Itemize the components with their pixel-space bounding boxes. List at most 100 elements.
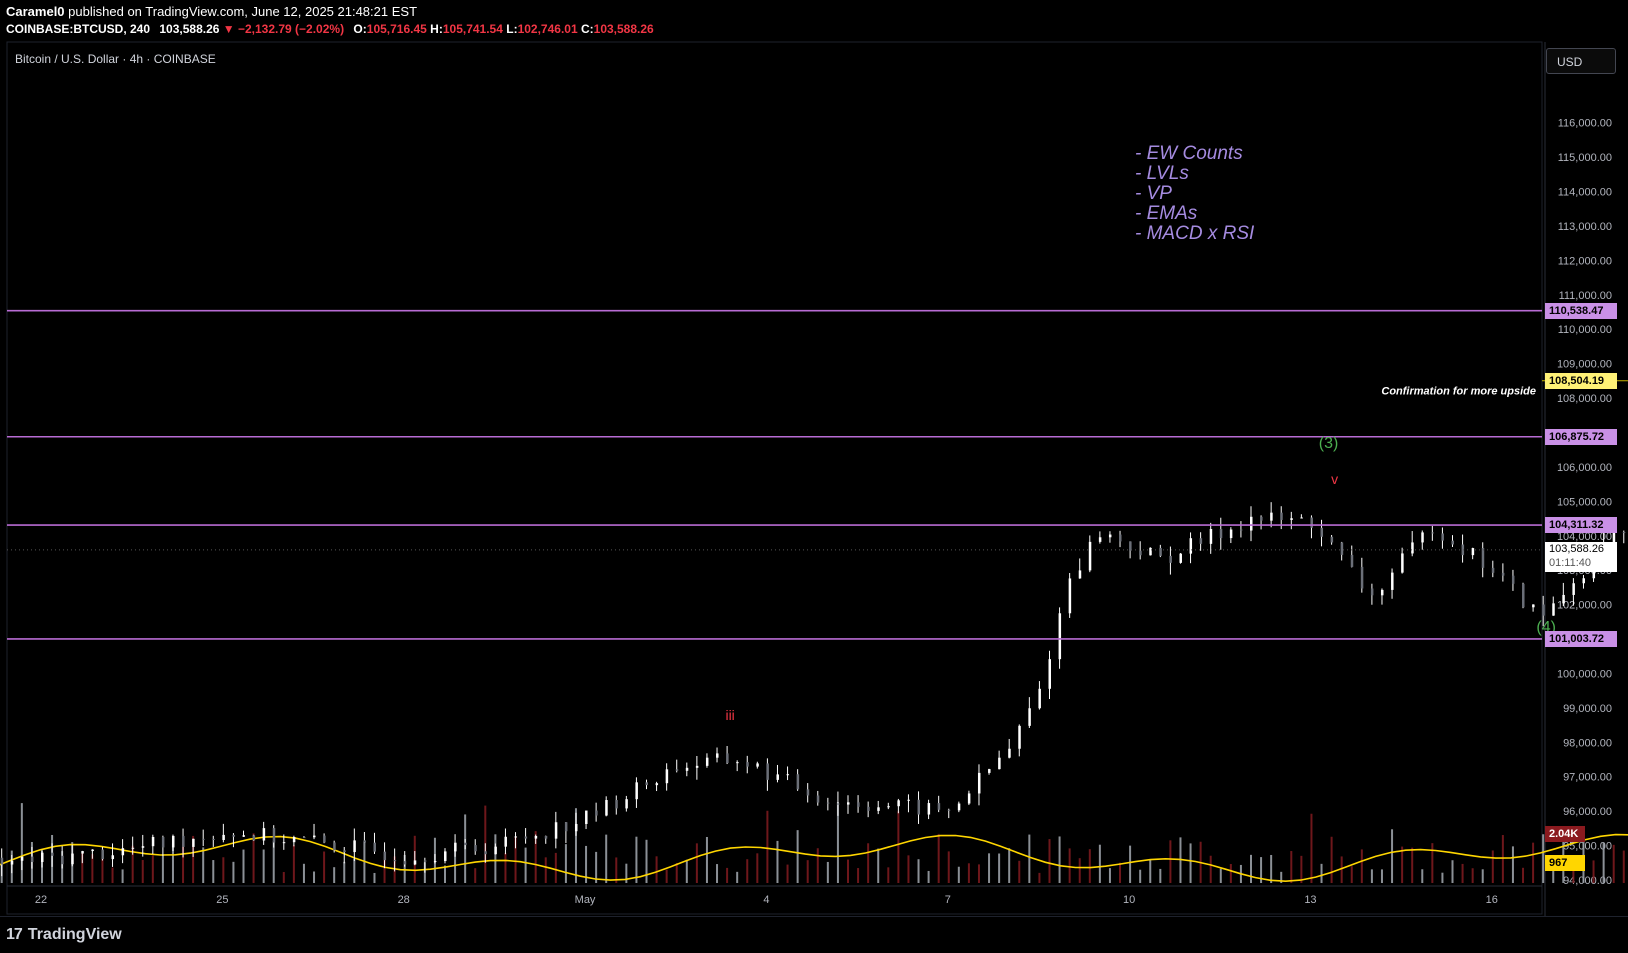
y-tick-label: 116,000.00	[1558, 118, 1612, 130]
volume-bar	[1068, 848, 1071, 883]
volume-bar	[1330, 836, 1333, 883]
volume-bar	[1038, 872, 1041, 883]
candle-body	[20, 856, 24, 861]
volume-bar	[1491, 850, 1494, 883]
candle-body	[615, 800, 618, 809]
volume-bar	[595, 851, 598, 883]
candle-body	[1360, 566, 1364, 589]
confirmation-label: Confirmation for more upside	[1381, 386, 1536, 398]
candle-body	[1199, 538, 1203, 544]
candle-body	[1250, 516, 1253, 531]
volume-bar	[1340, 856, 1343, 883]
candle-body	[171, 835, 175, 848]
volume-bar	[1149, 859, 1152, 883]
volume-bar	[1572, 863, 1575, 883]
y-tick-label: 102,000.00	[1557, 600, 1612, 612]
candle-body	[494, 846, 497, 855]
volume-bar	[1391, 829, 1394, 883]
candle-body	[1370, 588, 1374, 596]
x-tick-label: 16	[1486, 894, 1498, 906]
volume-bar	[665, 869, 668, 883]
volume-bar	[1320, 863, 1323, 883]
author-name[interactable]: Caramel0	[6, 4, 65, 19]
candle-body	[1411, 542, 1414, 554]
candle-body	[474, 845, 477, 852]
volume-bar	[1401, 846, 1404, 883]
volume-bar	[716, 864, 719, 883]
volume-bar	[806, 860, 809, 883]
candle-body	[1209, 528, 1213, 544]
y-tick-label: 99,000.00	[1563, 703, 1612, 715]
candle-body	[192, 838, 195, 847]
candle-body	[1320, 527, 1324, 537]
candle-body	[957, 803, 961, 811]
open-value: 105,716.45	[366, 22, 427, 36]
volume-bar	[1411, 847, 1414, 883]
tradingview-logo[interactable]: 17 TradingView	[6, 926, 122, 944]
volume-bar	[1250, 854, 1252, 883]
candle-body	[605, 800, 608, 816]
candle-body	[1421, 532, 1424, 543]
volume-bar	[1280, 871, 1283, 883]
price-change: ▼ −2,132.79 (−2.02%)	[222, 22, 345, 36]
note-item: - LVLs	[1135, 163, 1189, 184]
volume-bar	[272, 841, 275, 883]
volume-bar	[1622, 850, 1625, 883]
candle-body	[564, 822, 568, 832]
y-tick-label: 104,000.00	[1557, 531, 1612, 543]
candle-body	[444, 851, 447, 862]
candle-body	[595, 810, 598, 816]
volume-bar	[625, 863, 628, 883]
candle-body	[917, 799, 921, 815]
candle-body	[1431, 532, 1434, 534]
candle-body	[796, 774, 800, 790]
volume-bar	[1441, 872, 1444, 883]
candle-body	[383, 851, 387, 861]
candle-body	[1189, 538, 1193, 554]
x-tick-label: 22	[35, 894, 47, 906]
volume-bar	[675, 862, 678, 883]
candle-body	[907, 799, 910, 801]
volume-bar	[1058, 836, 1061, 883]
high-value: 105,741.54	[442, 22, 503, 36]
candle-body	[1330, 536, 1334, 543]
candle-body	[776, 774, 779, 780]
wave-label: v	[1331, 471, 1338, 487]
volume-bar	[504, 853, 507, 883]
volume-bar	[161, 855, 164, 883]
analysis-notes: - EW Counts - LVLs - VP - EMAs - MACD x …	[1135, 144, 1254, 244]
volume-bar	[1189, 843, 1192, 883]
y-tick-label: 97,000.00	[1563, 772, 1612, 784]
candle-body	[373, 842, 376, 852]
candle-body	[1481, 548, 1485, 568]
candle-body	[806, 789, 810, 796]
volume-bar	[635, 836, 638, 883]
volume-bar	[1421, 869, 1424, 883]
candle-body	[927, 803, 931, 815]
candle-body	[554, 822, 558, 839]
y-tick-label: 115,000.00	[1558, 152, 1612, 164]
volume-bar	[131, 845, 134, 883]
publish-text: published on TradingView.com, June 12, 2…	[68, 4, 418, 19]
candle-body	[766, 763, 769, 780]
candle-body	[1582, 578, 1585, 584]
candle-body	[1441, 533, 1444, 541]
candle-body	[1572, 583, 1575, 595]
volume-bar	[826, 861, 829, 883]
candle-body	[252, 835, 256, 841]
candle-body	[1511, 575, 1515, 584]
candle-body	[1008, 748, 1011, 758]
y-tick-label: 96,000.00	[1563, 806, 1612, 818]
candle-body	[635, 782, 638, 800]
price-chart[interactable]: 94,000.00 95,000.00 96,000.00 97,000.00 98,0…	[0, 0, 1628, 916]
candle-body	[0, 857, 4, 865]
note-item: - MACD x RSI	[1135, 223, 1255, 244]
candle-body	[1461, 544, 1465, 556]
candle-body	[141, 846, 145, 848]
candle-body	[504, 836, 507, 847]
candle-body	[1018, 725, 1021, 749]
currency-selector[interactable]: USD	[1546, 48, 1616, 74]
candle-body	[1300, 517, 1303, 519]
candle-body	[202, 838, 205, 840]
volume-bar	[544, 857, 547, 883]
